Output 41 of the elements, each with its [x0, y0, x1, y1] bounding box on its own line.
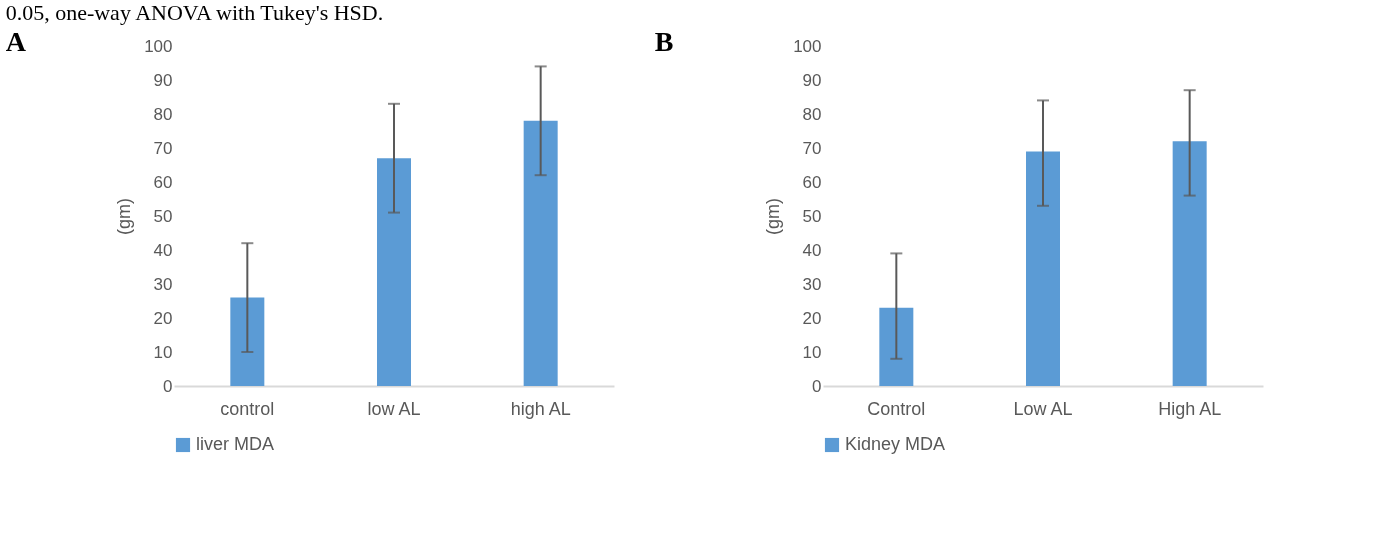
bar [377, 158, 411, 386]
y-tick-label: 20 [802, 308, 822, 328]
y-tick-label: 90 [153, 70, 173, 90]
y-tick-label: 100 [793, 36, 822, 56]
bar [879, 307, 914, 386]
x-tick-label: control [220, 398, 275, 419]
y-tick-label: 70 [153, 138, 173, 158]
x-tick-label: Control [867, 398, 926, 419]
x-tick-label: High AL [1158, 398, 1222, 419]
bar [230, 297, 265, 386]
y-tick-label: 0 [163, 376, 173, 396]
y-axis-title: (gm) [114, 198, 135, 235]
y-tick-label: 30 [153, 274, 173, 294]
y-tick-label: 20 [153, 308, 173, 328]
y-axis-title: (gm) [763, 198, 784, 235]
y-tick-label: 10 [153, 342, 173, 362]
y-tick-label: 60 [153, 172, 173, 192]
y-tick-label: 100 [144, 36, 173, 56]
y-tick-label: 90 [802, 70, 822, 90]
x-tick-label: Low AL [1013, 398, 1073, 419]
y-tick-label: 0 [812, 376, 822, 396]
y-tick-label: 50 [153, 206, 173, 226]
y-tick-label: 80 [802, 104, 822, 124]
y-tick-label: 50 [802, 206, 822, 226]
bar [1172, 141, 1207, 386]
x-tick-label: low AL [367, 398, 421, 419]
y-tick-label: 60 [802, 172, 822, 192]
text: 0.05, one-way ANOVA with Tukey's HSD. [5, 0, 384, 25]
legend-label: liver MDA [196, 434, 275, 454]
bar [1026, 151, 1060, 386]
y-tick-label: 70 [802, 138, 822, 158]
bar [523, 120, 558, 386]
y-tick-label: 80 [153, 104, 173, 124]
y-tick-label: 30 [802, 274, 822, 294]
chart-title: B [654, 26, 674, 57]
legend-label: Kidney MDA [845, 434, 946, 454]
y-tick-label: 40 [802, 240, 822, 260]
x-tick-label: high AL [510, 398, 571, 419]
y-tick-label: 40 [153, 240, 173, 260]
chart-title: A [5, 26, 27, 57]
y-tick-label: 10 [802, 342, 822, 362]
